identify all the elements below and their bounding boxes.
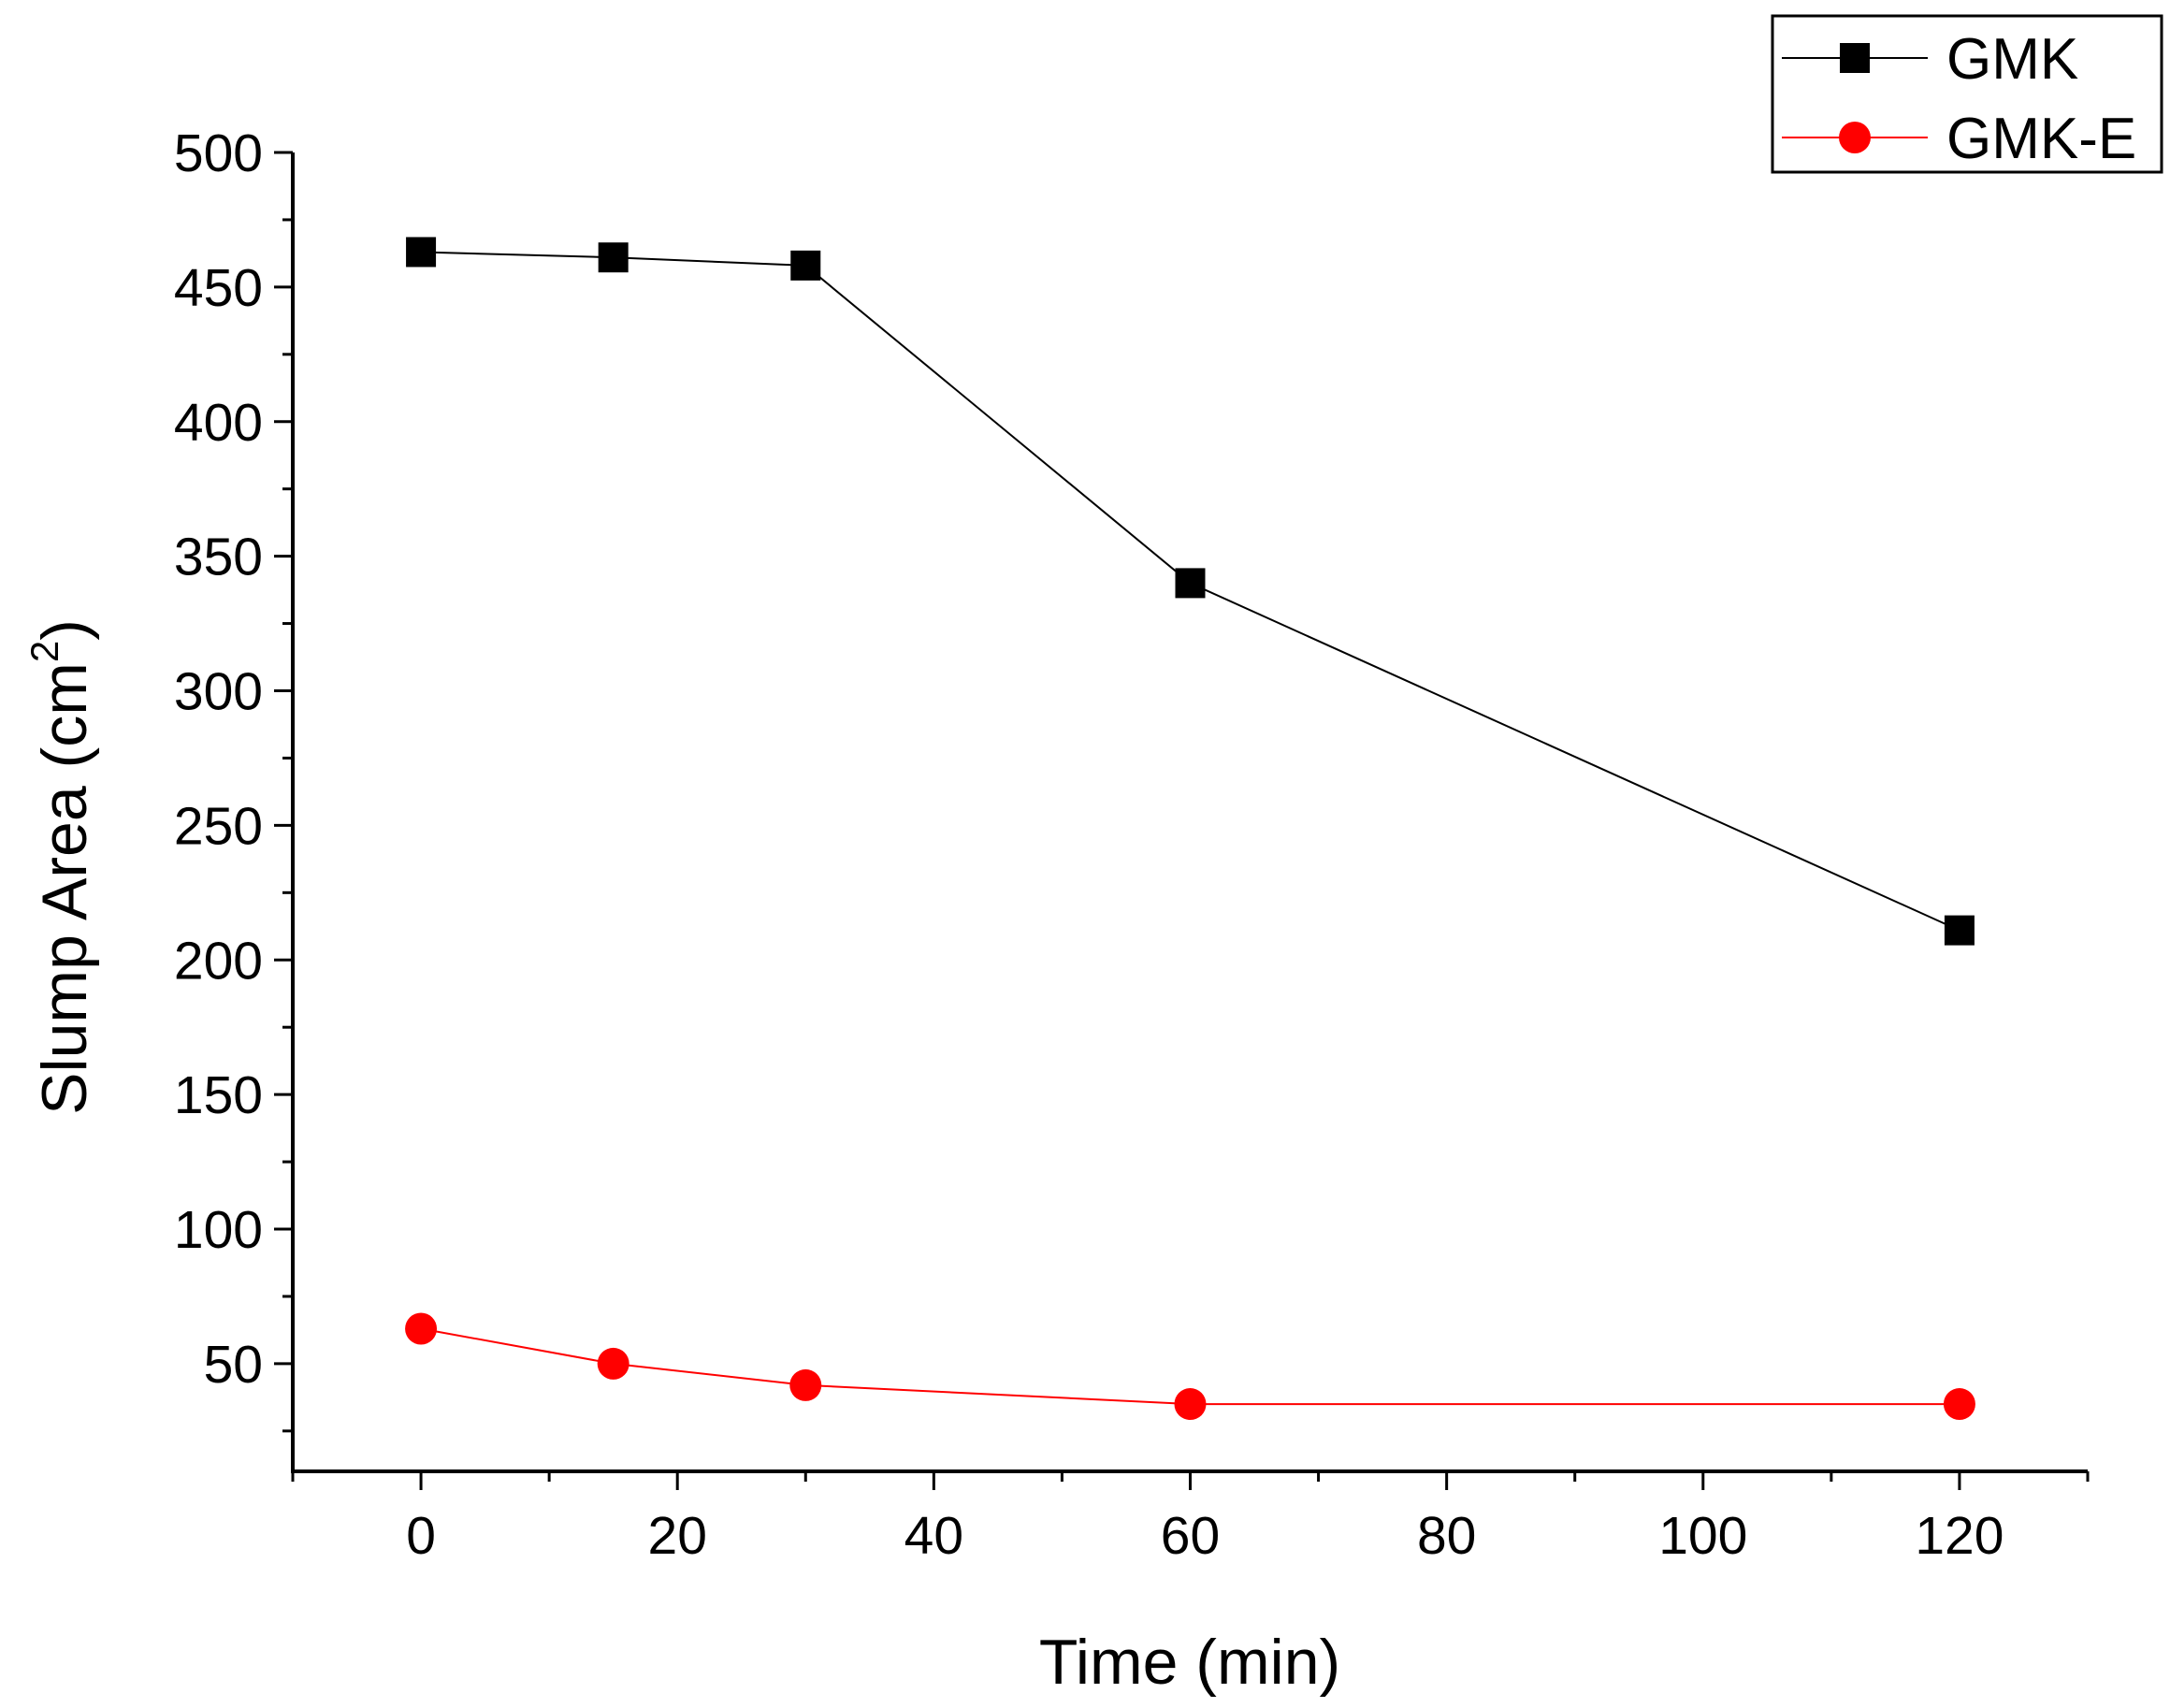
- x-axis-title: Time (min): [1039, 1627, 1340, 1698]
- data-point-gmk-e: [597, 1347, 629, 1380]
- data-point-gmk-e: [1943, 1388, 1975, 1421]
- y-axis-title-suffix: ): [29, 619, 100, 641]
- x-tick-label: 40: [904, 1506, 963, 1566]
- series-layer: [405, 237, 1975, 1421]
- legend-box: [1771, 14, 2163, 174]
- legend-gmke-marker: [1839, 122, 1871, 153]
- data-point-gmk-e: [789, 1368, 822, 1401]
- x-ticks: 0 20 40 60 80 100 120: [291, 1471, 2090, 1566]
- data-point-gmk: [598, 242, 629, 273]
- legend: GMK GMK-E: [1771, 14, 2163, 174]
- y-axis-title-main: Slump Area (cm: [29, 662, 100, 1115]
- legend-gmk-marker: [1840, 43, 1870, 73]
- y-tick-label: 500: [174, 123, 263, 183]
- y-tick-label: 200: [174, 931, 263, 991]
- y-tick-label: 400: [174, 393, 263, 453]
- data-point-gmk: [790, 250, 821, 281]
- series-gmk: [406, 237, 1975, 946]
- y-tick-label: 300: [174, 662, 263, 722]
- y-tick-label: 100: [174, 1200, 263, 1260]
- data-point-gmk-e: [405, 1312, 438, 1345]
- axes: [291, 152, 2088, 1473]
- y-ticks: 50 100 150 200 250 300 350 400 450 500: [174, 123, 293, 1433]
- y-axis-title: Slump Area (cm2): [22, 619, 100, 1115]
- x-tick-label: 80: [1417, 1506, 1476, 1566]
- y-tick-label: 50: [204, 1335, 263, 1395]
- y-tick-label: 150: [174, 1065, 263, 1125]
- data-point-gmk: [1175, 568, 1206, 599]
- x-tick-label: 60: [1161, 1506, 1220, 1566]
- legend-gmke-label: GMK-E: [1946, 107, 2136, 171]
- data-point-gmk-e: [1174, 1388, 1207, 1421]
- x-tick-label: 20: [648, 1506, 707, 1566]
- legend-gmk-label: GMK: [1946, 27, 2078, 92]
- x-tick-label: 120: [1915, 1506, 2004, 1566]
- x-tick-label: 100: [1658, 1506, 1747, 1566]
- data-point-gmk: [406, 237, 437, 268]
- y-tick-label: 250: [174, 796, 263, 856]
- y-tick-label: 450: [174, 258, 263, 318]
- series-gmk-e: [405, 1312, 1975, 1421]
- data-point-gmk: [1944, 915, 1975, 946]
- y-axis-title-superscript: 2: [22, 641, 66, 662]
- x-tick-label: 0: [406, 1506, 436, 1566]
- y-tick-label: 350: [174, 528, 263, 587]
